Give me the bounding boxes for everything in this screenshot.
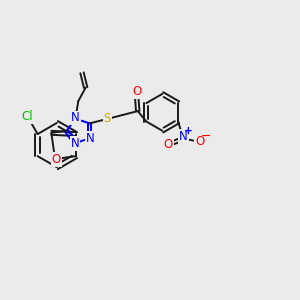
Text: N: N [86,132,94,145]
Text: O: O [195,135,204,148]
Text: −: − [201,130,211,143]
Text: +: + [184,126,193,136]
Text: N: N [70,137,79,150]
Text: Cl: Cl [21,110,33,123]
Text: N: N [71,112,80,124]
Text: N: N [179,130,188,143]
Text: O: O [164,138,173,151]
Text: O: O [132,85,141,98]
Text: S: S [103,112,111,125]
Text: O: O [52,153,61,166]
